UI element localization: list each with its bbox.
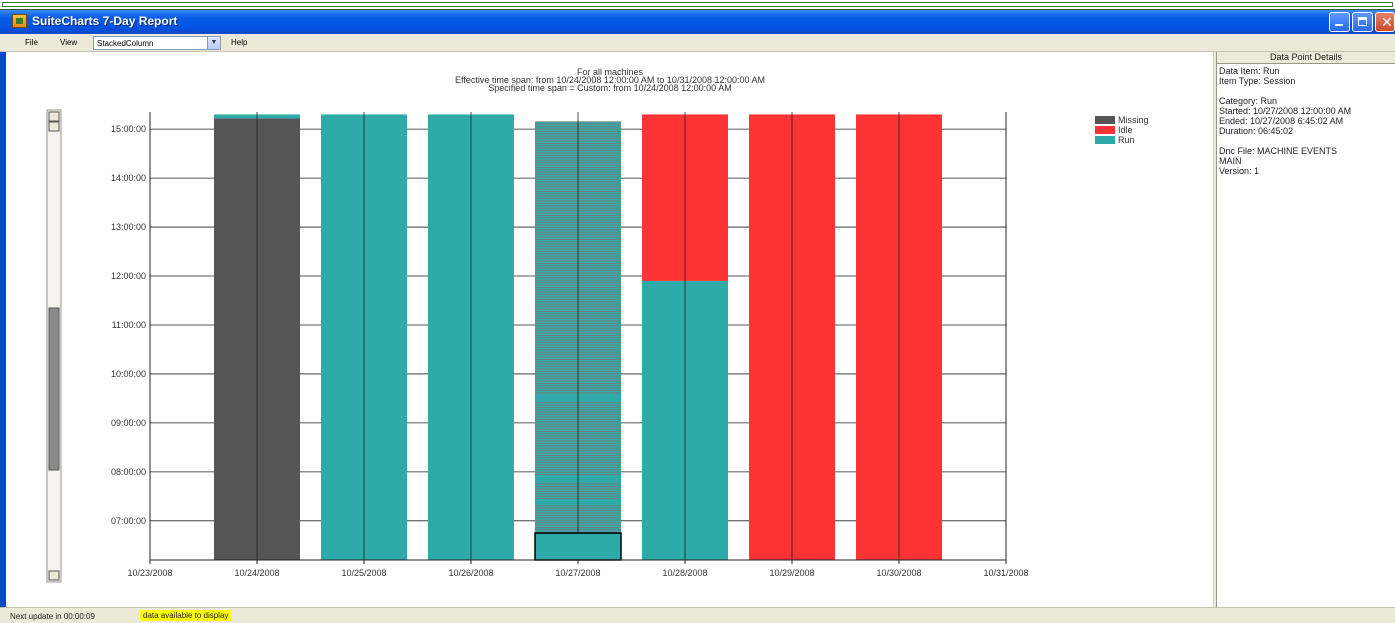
vertical-zoom-scrollbar[interactable] bbox=[46, 109, 62, 583]
scroll-up-button-2[interactable] bbox=[48, 121, 60, 132]
view-type-value: StackedColumn bbox=[97, 39, 154, 48]
details-line: MAIN bbox=[1219, 156, 1242, 166]
title-bar[interactable]: SuiteCharts 7-Day Report ✕ bbox=[0, 10, 1395, 34]
details-line bbox=[1219, 136, 1393, 146]
menu-help[interactable]: Help bbox=[231, 38, 248, 47]
details-line: Category: Run bbox=[1219, 96, 1278, 106]
minimize-icon bbox=[1335, 24, 1343, 26]
close-button[interactable]: ✕ bbox=[1375, 12, 1395, 32]
close-icon: ✕ bbox=[1381, 14, 1393, 30]
x-tick-label: 10/25/2008 bbox=[341, 568, 386, 578]
y-tick-label: 11:00:00 bbox=[112, 320, 146, 330]
details-line: Duration: 06:45:02 bbox=[1219, 126, 1294, 136]
details-body: Data Item: Run Item Type: Session Category… bbox=[1217, 64, 1395, 178]
y-tick-label: 14:00:00 bbox=[111, 173, 146, 183]
maximize-icon bbox=[1358, 17, 1367, 26]
y-tick-label: 10:00:00 bbox=[111, 369, 146, 379]
x-tick-label: 10/24/2008 bbox=[234, 568, 279, 578]
scroll-thumb[interactable] bbox=[48, 307, 60, 471]
y-tick-label: 08:00:00 bbox=[111, 467, 146, 477]
window-title: SuiteCharts 7-Day Report bbox=[32, 14, 178, 28]
x-tick-label: 10/30/2008 bbox=[876, 568, 921, 578]
scroll-down-button[interactable] bbox=[48, 570, 60, 581]
bar-10/28/2008[interactable] bbox=[642, 112, 728, 560]
status-text: Next update in 00:00:09 bbox=[10, 612, 95, 621]
x-tick-label: 10/28/2008 bbox=[662, 568, 707, 578]
y-tick-label: 12:00:00 bbox=[111, 271, 146, 281]
selected-data-point[interactable] bbox=[534, 532, 622, 561]
legend-label: Run bbox=[1118, 135, 1135, 145]
bar-10/29/2008[interactable] bbox=[749, 112, 835, 560]
y-tick-label: 07:00:00 bbox=[111, 516, 146, 526]
bar-10/27/2008[interactable] bbox=[535, 112, 621, 560]
app-icon bbox=[12, 14, 27, 28]
chart-title-line: Effective time span: from 10/24/2008 12:… bbox=[455, 75, 765, 85]
bar-10/24/2008[interactable] bbox=[214, 112, 300, 561]
legend-label: Missing bbox=[1118, 115, 1149, 125]
y-tick-label: 09:00:00 bbox=[111, 418, 146, 428]
details-line: Dnc File: MACHINE EVENTS bbox=[1219, 146, 1338, 156]
chart-bars[interactable] bbox=[214, 112, 942, 561]
legend-swatch-idle bbox=[1095, 126, 1115, 134]
menu-bar: File View StackedColumn ▼ Help bbox=[0, 34, 1395, 52]
y-tick-label: 13:00:00 bbox=[111, 222, 146, 232]
x-tick-label: 10/31/2008 bbox=[983, 568, 1028, 578]
status-badge: data available to display bbox=[140, 610, 232, 621]
details-line: Version: 1 bbox=[1219, 166, 1260, 176]
bar-10/30/2008[interactable] bbox=[856, 112, 942, 560]
details-line: Item Type: Session bbox=[1219, 76, 1296, 86]
chart-title-line: Specified time span = Custom: from 10/24… bbox=[488, 83, 731, 93]
minimize-button[interactable] bbox=[1329, 12, 1350, 32]
y-tick-label: 15:00:00 bbox=[111, 124, 146, 134]
bar-10/26/2008[interactable] bbox=[428, 112, 514, 560]
panel-splitter[interactable] bbox=[1213, 52, 1216, 607]
details-header: Data Point Details bbox=[1217, 52, 1395, 64]
details-line: Data Item: Run bbox=[1219, 66, 1280, 76]
x-tick-label: 10/27/2008 bbox=[555, 568, 600, 578]
maximize-button[interactable] bbox=[1352, 12, 1373, 32]
legend-swatch-missing bbox=[1095, 116, 1115, 124]
chart-axes: 10/23/2008 10/24/2008 10/25/2008 10/26/2008… bbox=[127, 112, 1029, 578]
chart-title-line: For all machines bbox=[577, 67, 644, 77]
view-type-select[interactable]: StackedColumn ▼ bbox=[93, 36, 221, 50]
x-tick-label: 10/23/2008 bbox=[127, 568, 172, 578]
menu-file[interactable]: File bbox=[25, 38, 38, 47]
window-left-border bbox=[0, 52, 6, 609]
scroll-up-button[interactable] bbox=[48, 111, 60, 122]
menu-view[interactable]: View bbox=[60, 38, 78, 47]
status-bar: Next update in 00:00:09 data available t… bbox=[0, 607, 1395, 623]
x-tick-label: 10/26/2008 bbox=[448, 568, 493, 578]
legend-label: Idle bbox=[1118, 125, 1133, 135]
details-line: Started: 10/27/2008 12:00:00 AM bbox=[1219, 106, 1352, 116]
data-point-details-panel: Data Point Details Data Item: Run Item Ty… bbox=[1216, 52, 1395, 607]
bar-10/25/2008[interactable] bbox=[321, 112, 407, 560]
x-tick-label: 10/29/2008 bbox=[769, 568, 814, 578]
chevron-down-icon[interactable]: ▼ bbox=[207, 37, 220, 49]
details-line: Ended: 10/27/2008 6:45:02 AM bbox=[1219, 116, 1344, 126]
details-line bbox=[1219, 86, 1393, 96]
chart-area[interactable]: For all machines Effective time span: fro… bbox=[6, 52, 1213, 607]
top-strip bbox=[0, 0, 1395, 10]
legend-swatch-run bbox=[1095, 136, 1115, 144]
